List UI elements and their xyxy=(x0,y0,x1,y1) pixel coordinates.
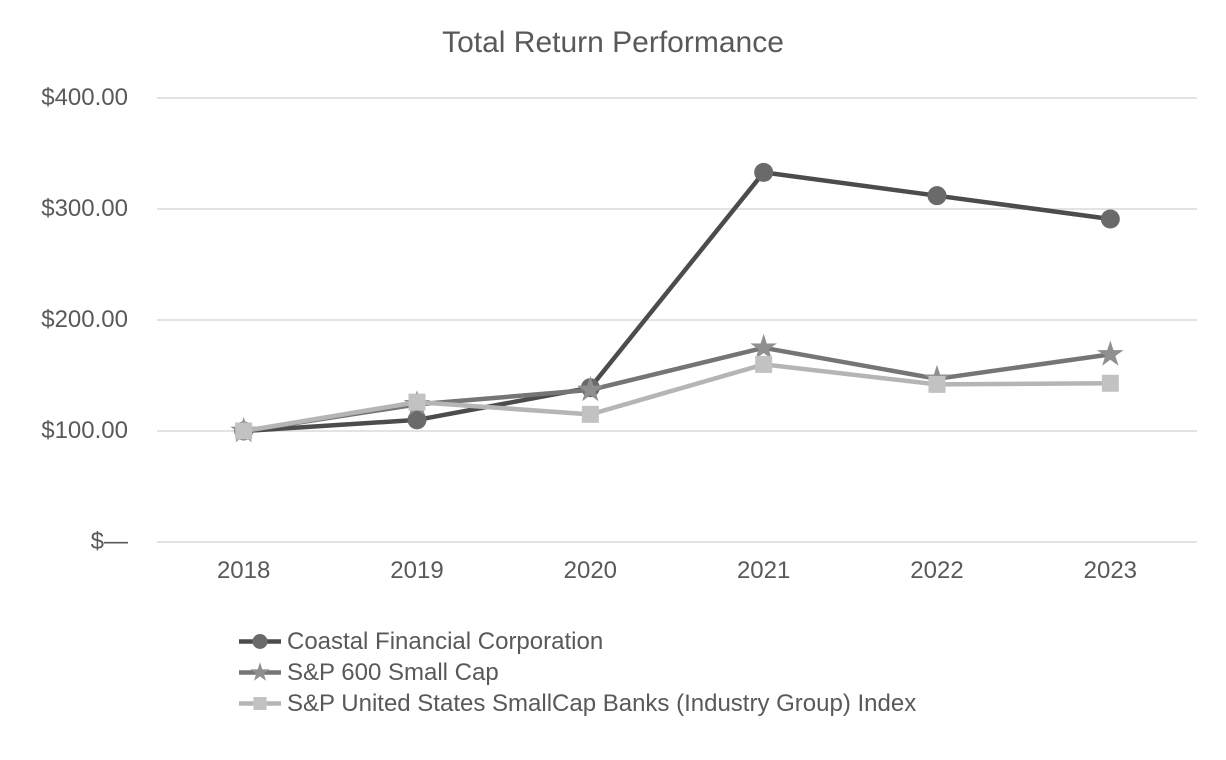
y-tick-label: $— xyxy=(90,528,128,555)
square-data-point-icon xyxy=(755,355,773,373)
legend-square-marker-icon xyxy=(239,697,281,710)
legend-label: S&P 600 Small Cap xyxy=(287,658,499,686)
x-tick-label: 2020 xyxy=(563,557,618,584)
circle-data-point-icon xyxy=(927,186,947,206)
x-tick-label: 2023 xyxy=(1083,557,1138,584)
series-line-2 xyxy=(241,362,1113,434)
x-tick-label: 2018 xyxy=(216,557,271,584)
y-tick-label: $100.00 xyxy=(41,417,128,444)
y-tick-label: $300.00 xyxy=(41,195,128,222)
x-tick-label: 2022 xyxy=(910,557,964,584)
square-data-point-icon xyxy=(581,405,599,423)
circle-data-point-icon xyxy=(754,162,774,182)
star-data-point-icon xyxy=(250,662,270,681)
legend-label: S&P United States SmallCap Banks (Indust… xyxy=(287,689,917,717)
square-data-point-icon xyxy=(235,422,253,440)
y-tick-label: $200.00 xyxy=(41,306,128,333)
star-data-point-icon xyxy=(1097,340,1124,366)
chart-legend: Coastal Financial Corporation S&P 600 Sm… xyxy=(237,626,916,719)
x-tick-label: 2019 xyxy=(390,557,444,584)
y-tick-label: $400.00 xyxy=(41,84,128,111)
square-data-point-icon xyxy=(253,697,267,710)
legend-item-sp-smallcap-banks: S&P United States SmallCap Banks (Indust… xyxy=(237,688,916,719)
legend-label: Coastal Financial Corporation xyxy=(287,627,604,655)
x-tick-label: 2021 xyxy=(736,557,791,584)
square-data-point-icon xyxy=(408,393,426,411)
series-line-0 xyxy=(241,170,1113,434)
circle-data-point-icon xyxy=(407,410,427,430)
legend-item-sp600-small-cap: S&P 600 Small Cap xyxy=(237,657,916,688)
star-data-point-icon xyxy=(577,375,604,402)
square-data-point-icon xyxy=(928,375,946,393)
circle-data-point-icon xyxy=(1100,209,1120,229)
chart-title: Total Return Performance xyxy=(442,26,784,59)
legend-star-marker-icon xyxy=(239,662,281,681)
circle-data-point-icon xyxy=(252,634,268,649)
legend-circle-marker-icon xyxy=(239,634,281,649)
legend-item-coastal-financial: Coastal Financial Corporation xyxy=(237,626,916,657)
star-data-point-icon xyxy=(750,333,777,360)
square-data-point-icon xyxy=(1101,374,1119,392)
